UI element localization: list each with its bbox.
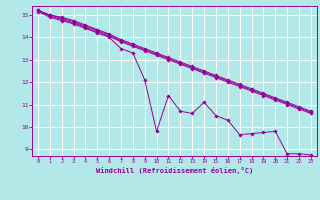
X-axis label: Windchill (Refroidissement éolien,°C): Windchill (Refroidissement éolien,°C): [96, 167, 253, 174]
